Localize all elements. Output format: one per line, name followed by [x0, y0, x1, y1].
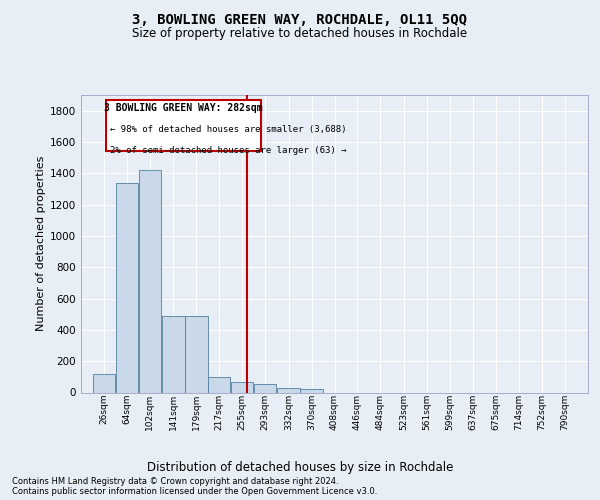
Bar — [254, 384, 277, 392]
Text: 3 BOWLING GREEN WAY: 282sqm: 3 BOWLING GREEN WAY: 282sqm — [104, 104, 263, 114]
Bar — [301, 388, 323, 392]
FancyBboxPatch shape — [106, 100, 261, 152]
Bar — [92, 374, 115, 392]
Bar — [185, 316, 208, 392]
Text: 3, BOWLING GREEN WAY, ROCHDALE, OL11 5QQ: 3, BOWLING GREEN WAY, ROCHDALE, OL11 5QQ — [133, 12, 467, 26]
Text: Contains HM Land Registry data © Crown copyright and database right 2024.: Contains HM Land Registry data © Crown c… — [12, 476, 338, 486]
Bar — [116, 182, 138, 392]
Text: ← 98% of detached houses are smaller (3,688): ← 98% of detached houses are smaller (3,… — [110, 125, 347, 134]
Text: Size of property relative to detached houses in Rochdale: Size of property relative to detached ho… — [133, 28, 467, 40]
Text: Distribution of detached houses by size in Rochdale: Distribution of detached houses by size … — [147, 461, 453, 474]
Bar — [277, 388, 300, 392]
Bar — [162, 316, 185, 392]
Bar — [139, 170, 161, 392]
Text: 2% of semi-detached houses are larger (63) →: 2% of semi-detached houses are larger (6… — [110, 146, 347, 155]
Bar — [231, 382, 253, 392]
Text: Contains public sector information licensed under the Open Government Licence v3: Contains public sector information licen… — [12, 486, 377, 496]
Y-axis label: Number of detached properties: Number of detached properties — [36, 156, 46, 332]
Bar — [208, 377, 230, 392]
